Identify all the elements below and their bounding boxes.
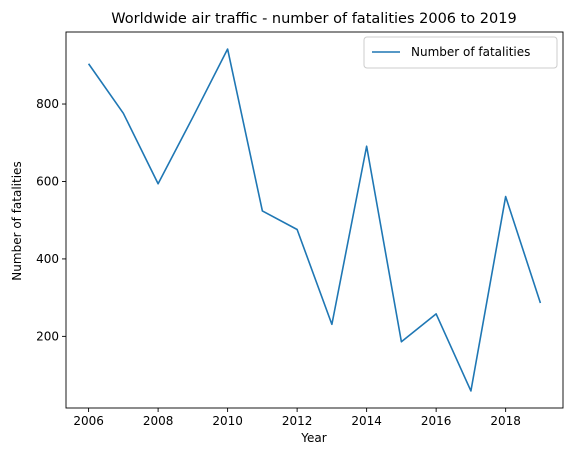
y-tick-label: 800 (36, 97, 59, 111)
y-tick-label: 400 (36, 252, 59, 266)
y-tick-label: 600 (36, 174, 59, 188)
y-tick-label: 200 (36, 329, 59, 343)
x-tick-label: 2014 (351, 414, 382, 428)
series-line-0 (87, 48, 542, 392)
x-tick-label: 2010 (212, 414, 243, 428)
x-tick-label: 2012 (282, 414, 313, 428)
chart-title: Worldwide air traffic - number of fatali… (111, 11, 516, 27)
x-tick-label: 2008 (143, 414, 174, 428)
x-axis-label: Year (300, 431, 326, 445)
axes-frame (65, 31, 564, 409)
legend-label: Number of fatalities (411, 45, 530, 59)
plot-area: 2006 2008 2010 2012 2014 2016 2018 200 400 600 800 (36, 31, 564, 428)
x-tick-label: 2018 (490, 414, 521, 428)
y-axis-label: Number of fatalities (10, 161, 24, 280)
x-tick-label: 2016 (421, 414, 452, 428)
legend-box (363, 36, 558, 69)
legend: Number of fatalities (363, 36, 558, 69)
x-tick-label: 2006 (73, 414, 104, 428)
